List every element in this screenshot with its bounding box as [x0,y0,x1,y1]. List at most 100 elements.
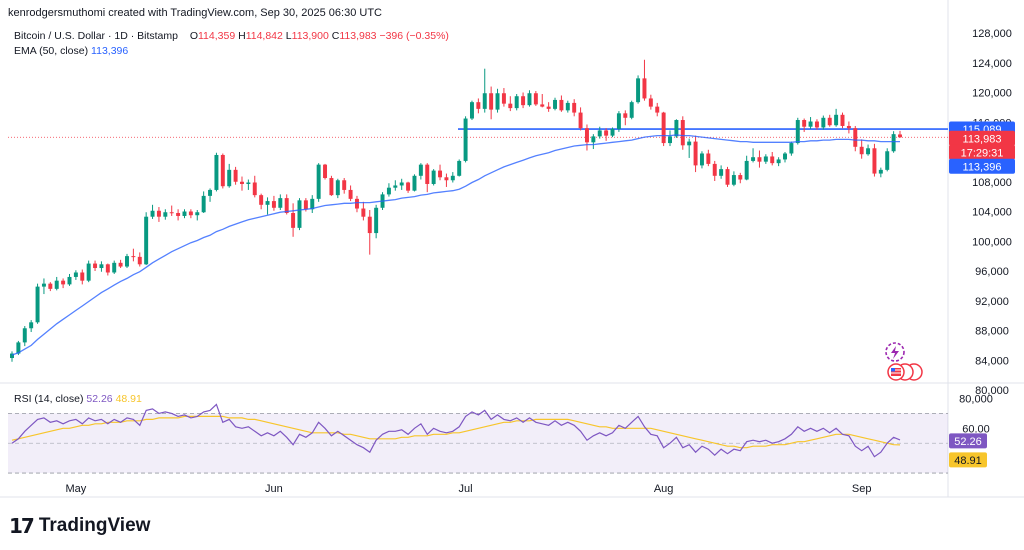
us-flag-events-icon[interactable] [886,362,924,382]
price-axis-tick: 104,000 [972,207,1012,219]
time-axis-tick: May [65,483,86,495]
candle [444,173,449,187]
candle [559,95,564,112]
candle [99,261,104,272]
candle [399,178,404,190]
candle [687,138,692,158]
candle-body [699,153,704,166]
price-axis-tick: 124,000 [972,58,1012,70]
tradingview-logo-text: TradingView [38,515,151,536]
candle-body [41,283,46,287]
candle [469,100,474,121]
candle [35,283,40,324]
candle [783,152,787,163]
candle-body [776,159,781,164]
candle-body [521,96,526,106]
candle-body [501,93,506,104]
candle [527,90,532,107]
candle-body [425,164,430,184]
open-value: 114,359 [197,30,236,42]
candle-body [386,187,391,195]
candle-body [374,207,379,234]
ema-price-badge-bg [949,158,1015,174]
rsi-legend[interactable]: RSI (14, close) 52.26 48.91 [14,393,142,405]
candle [463,116,468,163]
candle-body [29,322,34,329]
candle-body [137,256,142,265]
candle [795,117,800,145]
close-value: 113,983 [339,30,377,42]
candle-body [584,128,589,143]
candle [169,205,174,216]
candle [342,178,347,194]
candle-body [16,342,21,354]
candle-body [814,121,819,128]
low-value: 113,900 [291,30,329,42]
price-axis-tick: 108,000 [972,177,1012,189]
candle-body [208,189,213,196]
candle-body [220,154,225,187]
candle-body [354,198,359,209]
high-value: 114,842 [245,30,283,42]
lightning-alert-icon[interactable] [884,341,906,363]
candle [93,260,98,271]
candle-body [406,182,411,191]
candle-body [259,195,264,205]
symbol-legend[interactable]: Bitcoin / U.S. Dollar · 1D · Bitstamp O1… [14,30,449,42]
open-label: O [189,30,198,42]
candle [67,273,72,286]
candle-body [514,96,519,109]
candle [616,111,621,132]
candle-body [323,164,328,179]
candle-body [444,177,449,181]
candle [859,139,864,159]
candle [814,119,819,130]
rsi-axis-tick: 60.00 [962,423,990,435]
candle-body [195,212,200,216]
candle [591,134,596,150]
tradingview-logo[interactable]: 17 TradingView [9,514,150,538]
candle-body [348,189,353,199]
candle-body [508,103,513,109]
candle-body [482,93,487,109]
candle [457,159,462,177]
candle [233,166,238,185]
ema-legend[interactable]: EMA (50, close) 113,396 [14,45,128,57]
last-price-badge-bg [949,130,1015,146]
candle [354,195,359,213]
candle [699,151,704,169]
candle [744,155,749,181]
candle-body [335,180,340,196]
candle [125,253,129,269]
candle [751,148,756,163]
candle-body [61,280,66,285]
candle-body [866,148,871,155]
candle-body [578,112,583,129]
candle [757,150,762,168]
candle [367,210,372,255]
candle [501,88,506,107]
change-value: −396 (−0.35%) [379,30,449,42]
candle-body [169,212,174,214]
candle [374,204,379,239]
candle [393,180,398,191]
candle-body [655,106,660,113]
candle [291,203,296,237]
price-axis-tick: 84,000 [975,355,1009,367]
candle-body [438,170,443,178]
candle-body [227,169,232,187]
candle-body [668,136,672,144]
candle [565,100,570,113]
candle-body [853,128,858,147]
candle [386,183,391,197]
rsi-value-badge-text: 52.26 [954,436,982,448]
candle [297,198,302,231]
candle-body [431,170,436,184]
candle [29,320,34,332]
candle-body [763,156,768,162]
candle [10,351,14,362]
candle-body [789,143,794,154]
candle-body [201,195,206,213]
candle [853,125,858,152]
